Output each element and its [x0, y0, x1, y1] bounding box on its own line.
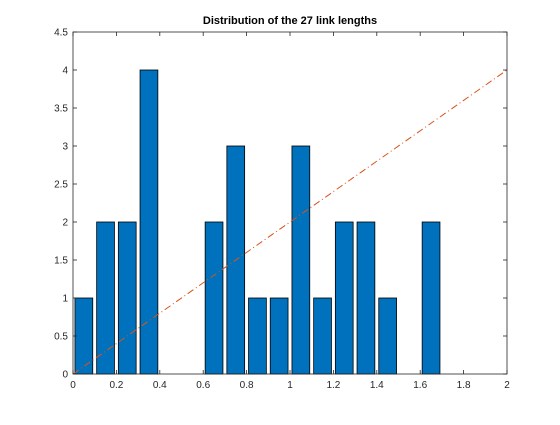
bar-11: [356, 221, 376, 375]
x-tick-label: 0.8: [240, 380, 254, 391]
x-tick-label: 2: [504, 380, 510, 391]
bar-6: [248, 297, 267, 375]
y-tick-label: 0.5: [54, 332, 68, 343]
y-tick-label: 4: [62, 66, 68, 77]
chart-title: Distribution of the 27 link lengths: [203, 15, 377, 27]
bar-1: [96, 221, 115, 375]
bar-4: [204, 221, 224, 375]
reference-line: [72, 69, 508, 375]
y-tick-label: 2.5: [54, 180, 68, 191]
x-axis-ticks: 0 0.2 0.4 0.6 0.8 1 1.2 1.4 1.6 1.8 2: [70, 32, 510, 391]
y-tick-label: 1.5: [54, 256, 68, 267]
plot-area: [73, 32, 507, 374]
y-tick-label: 1: [62, 294, 68, 305]
bar-13: [421, 221, 441, 375]
y-tick-label: 0: [62, 370, 68, 381]
x-tick-label: 1.4: [370, 380, 384, 391]
x-tick-label: 1.8: [457, 380, 471, 391]
bar-10: [334, 221, 354, 375]
x-tick-label: 0.2: [109, 380, 123, 391]
bar-8: [291, 145, 311, 375]
bar-9: [313, 297, 332, 375]
y-tick-label: 3: [62, 142, 68, 153]
bar-2: [117, 221, 137, 375]
x-tick-label: 0: [70, 380, 76, 391]
y-tick-label: 4.5: [54, 28, 68, 39]
y-axis-ticks: 0 0.5 1 1.5 2 2.5 3 3.5 4 4.5: [54, 28, 507, 381]
bar-12: [378, 297, 397, 375]
y-tick-label: 3.5: [54, 104, 68, 115]
x-tick-label: 0.4: [153, 380, 167, 391]
x-tick-label: 1: [287, 380, 293, 391]
x-tick-label: 1.2: [326, 380, 340, 391]
bar-3: [139, 69, 159, 375]
y-tick-label: 2: [62, 218, 68, 229]
bar-7: [269, 297, 289, 375]
x-tick-label: 1.6: [413, 380, 427, 391]
x-tick-label: 0.6: [196, 380, 210, 391]
